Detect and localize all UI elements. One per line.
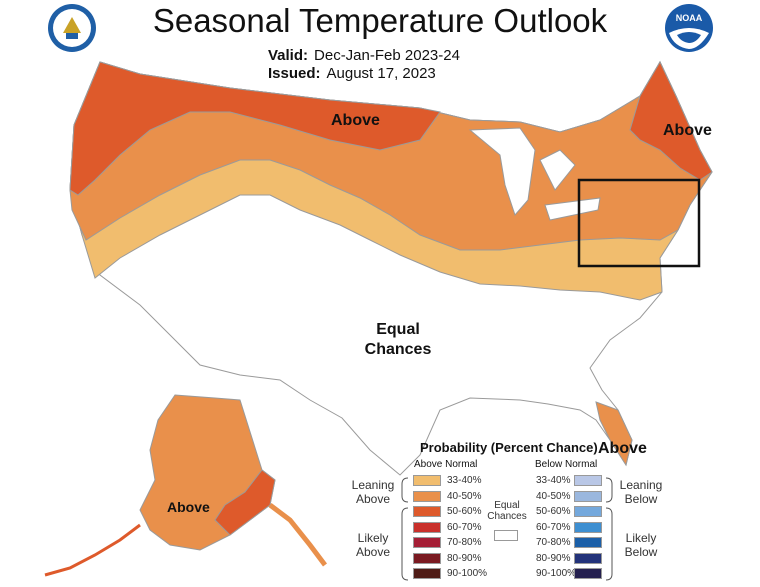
leaning-below-line1: Leaning — [619, 478, 663, 492]
region-above-florida — [595, 401, 633, 467]
legend-below-header: Below Normal — [535, 459, 598, 470]
legend-below-swatch — [574, 490, 602, 502]
likely-below-line2: Below — [624, 545, 658, 559]
valid-label: Valid: — [268, 47, 309, 64]
leaning-below-line2: Below — [624, 492, 658, 506]
legend-below-swatch — [574, 537, 602, 548]
legend-below-label: 50-60% — [536, 506, 571, 517]
legend-below-label: 90-100% — [536, 568, 577, 579]
likely-above-line2: Above — [355, 545, 391, 559]
legend-below-swatch — [574, 552, 602, 564]
alaska-panhandle — [268, 503, 327, 567]
doc-seal-icon — [47, 3, 97, 58]
legend-above-label: 40-50% — [447, 490, 482, 502]
noaa-logo-text: NOAA — [675, 13, 703, 23]
equal-chances-line1: Equal — [494, 500, 520, 511]
noaa-logo-icon: NOAA — [664, 3, 714, 58]
legend-below-label: 80-90% — [536, 552, 571, 564]
legend-above-header: Above Normal — [414, 459, 478, 470]
legend-above-swatch — [413, 506, 441, 517]
legend-below-swatch — [574, 521, 602, 533]
valid-line: Valid: Dec-Jan-Feb 2023-24 — [268, 47, 460, 64]
label-above-alaska: Above — [167, 499, 210, 515]
legend-likely-above: Likely Above — [348, 531, 398, 559]
equal-chances-line2: Chances — [487, 511, 527, 522]
legend-leaning-above: Leaning Above — [348, 478, 398, 506]
label-equal-line2: Chances — [364, 341, 432, 358]
region-above-50-60-north — [69, 61, 441, 196]
legend-likely-below: Likely Below — [616, 531, 666, 559]
legend-below-label: 33-40% — [536, 475, 571, 486]
valid-value: Dec-Jan-Feb 2023-24 — [314, 47, 460, 64]
legend-above-swatch — [413, 552, 441, 564]
legend-below-label: 60-70% — [536, 521, 571, 533]
legend-above-label: 33-40% — [447, 475, 482, 486]
alaska-aleutians — [44, 523, 141, 577]
great-lakes — [468, 127, 601, 221]
label-equal-line1: Equal — [376, 321, 420, 338]
issued-label: Issued: — [268, 65, 321, 82]
label-equal-chances: Equal Chances — [358, 320, 438, 360]
legend-equal-chances: Equal Chances — [482, 500, 532, 522]
legend-above-swatch — [413, 537, 441, 548]
legend-swatch-equal — [494, 530, 518, 541]
label-above-florida: Above — [598, 440, 647, 457]
legend-above-label: 80-90% — [447, 552, 482, 564]
legend-below-swatch — [574, 568, 602, 579]
legend-above-swatch — [413, 490, 441, 502]
legend-above-swatch — [413, 521, 441, 533]
legend-below-label: 70-80% — [536, 537, 571, 548]
legend-above-swatch — [413, 475, 441, 486]
leaning-above-line1: Leaning — [351, 478, 395, 492]
legend-title: Probability (Percent Chance) — [420, 440, 598, 455]
legend-leaning-below: Leaning Below — [616, 478, 666, 506]
issued-value: August 17, 2023 — [326, 65, 436, 82]
legend-above-label: 70-80% — [447, 537, 482, 548]
legend-below-swatch — [574, 475, 602, 486]
legend-above-label: 60-70% — [447, 521, 482, 533]
issued-line: Issued: August 17, 2023 — [268, 65, 436, 82]
label-above-northeast: Above — [663, 122, 712, 139]
legend-below-swatch — [574, 506, 602, 517]
leaning-above-line2: Above — [355, 492, 391, 506]
likely-below-line1: Likely — [625, 531, 657, 545]
legend-above-label: 50-60% — [447, 506, 482, 517]
legend-above-swatch — [413, 568, 441, 579]
page-title: Seasonal Temperature Outlook — [152, 2, 608, 39]
highlight-box — [577, 178, 701, 268]
legend-below-label: 40-50% — [536, 490, 571, 502]
legend-above-label: 90-100% — [447, 568, 488, 579]
likely-above-line1: Likely — [357, 531, 389, 545]
alaska-south-50-60 — [214, 469, 276, 536]
label-above-north: Above — [331, 112, 380, 129]
